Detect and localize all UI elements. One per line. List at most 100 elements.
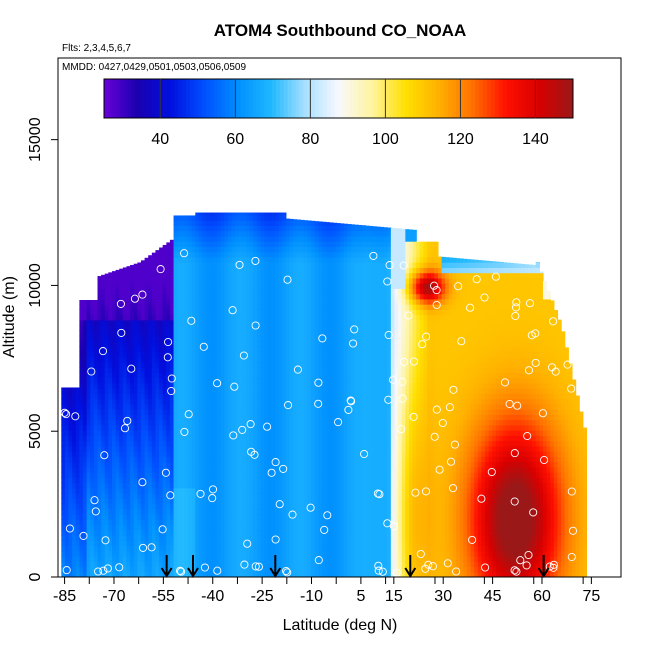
sample-point: [384, 330, 393, 340]
sample-point: [306, 503, 315, 512]
sample-point: [432, 405, 441, 414]
sample-point: [103, 564, 112, 573]
sample-point: [246, 420, 255, 429]
sample-point: [418, 340, 427, 349]
sample-point: [240, 560, 249, 569]
sample-point: [409, 357, 418, 366]
sample-point: [567, 384, 576, 393]
sample-point: [512, 298, 521, 307]
sample-point: [239, 351, 248, 360]
sample-point: [282, 566, 291, 576]
sample-point: [99, 566, 108, 575]
sample-point: [138, 290, 147, 299]
sample-point: [411, 488, 420, 497]
sample-point: [435, 465, 444, 474]
sample-point: [448, 484, 458, 493]
sample-point: [524, 366, 534, 375]
sample-point: [416, 549, 425, 559]
sample-point: [199, 342, 208, 351]
sample-point: [87, 367, 96, 376]
y-tick-label: 10000: [27, 263, 44, 308]
sample-point: [428, 562, 437, 571]
x-tick-label: 45: [484, 588, 502, 605]
sample-point: [166, 491, 175, 500]
sample-point: [283, 568, 292, 577]
sample-point: [350, 325, 359, 334]
sample-point: [347, 397, 356, 406]
sample-point: [156, 265, 165, 274]
sample-point: [505, 399, 514, 409]
sample-point: [399, 357, 409, 366]
sample-point: [314, 399, 323, 408]
sample-point: [200, 563, 209, 572]
sample-point: [385, 261, 394, 270]
sample-point: [549, 560, 558, 569]
x-tick-label: -25: [251, 588, 274, 605]
sample-point: [349, 339, 358, 348]
sample-point: [208, 494, 217, 503]
sample-point: [318, 334, 327, 343]
y-axis: 0 5000 10000 15000: [27, 117, 58, 581]
colorbar: [104, 79, 574, 118]
x-tick-label: -70: [102, 588, 125, 605]
flight-arrow-head: [160, 567, 173, 578]
sample-point: [158, 525, 167, 534]
colorbar-ticks: 40 60 80 100 120 140: [151, 79, 549, 148]
sample-point: [360, 449, 369, 459]
sample-point: [196, 489, 205, 498]
sample-point: [288, 510, 297, 519]
sample-point: [523, 431, 532, 441]
y-axis-label: Altitude (m): [1, 276, 18, 358]
flight-arrow-head: [404, 567, 417, 578]
sample-point: [545, 562, 554, 571]
sample-point: [254, 562, 263, 571]
sample-point: [284, 401, 293, 410]
sample-point: [230, 382, 239, 391]
dates-annotation: MMDD: 0427,0429,0501,0503,0506,0509: [62, 62, 246, 73]
sample-point: [374, 566, 383, 575]
sample-point: [481, 563, 490, 572]
sample-point: [314, 378, 323, 387]
sample-point: [430, 281, 439, 290]
sample-point: [549, 317, 558, 326]
sample-point: [79, 531, 88, 540]
sample-point: [522, 561, 531, 570]
x-tick-label: 30: [434, 588, 452, 605]
sample-point: [563, 360, 572, 369]
x-tick-label: 5: [356, 588, 365, 605]
sample-point: [452, 567, 461, 576]
sample-point: [512, 567, 521, 576]
sample-point: [531, 358, 540, 367]
x-tick-label: 75: [582, 588, 600, 605]
colorbar-tick-label: 120: [447, 131, 474, 148]
sample-point: [374, 561, 383, 570]
sample-point: [567, 487, 576, 496]
sample-point: [314, 556, 323, 565]
sample-point: [527, 331, 536, 340]
sample-point: [399, 261, 408, 270]
sample-point: [547, 363, 557, 372]
sample-point: [529, 508, 538, 517]
sample-point: [283, 275, 292, 284]
flight-arrow-head: [537, 567, 550, 578]
sample-point: [445, 403, 454, 412]
sample-point: [383, 519, 392, 528]
sample-point: [213, 379, 222, 388]
flight-arrows: [160, 555, 550, 578]
sample-point: [187, 316, 196, 325]
sample-point: [263, 422, 272, 431]
colorbar-tick-label: 140: [522, 131, 549, 148]
x-axis: -85 -70 -55 -40 -25 -10 5 15 30 45 60 75: [53, 577, 600, 605]
chart-title: ATOM4 Southbound CO_NOAA: [214, 21, 466, 40]
sample-point: [180, 249, 189, 258]
sample-point: [229, 431, 238, 440]
sample-point: [243, 539, 252, 548]
sample-point: [238, 425, 247, 434]
sample-point: [130, 294, 139, 303]
sample-point: [90, 496, 99, 505]
sample-point: [409, 412, 418, 421]
sample-point: [251, 256, 260, 265]
sample-point: [500, 378, 510, 387]
sample-point: [320, 525, 329, 534]
sample-point: [184, 410, 193, 419]
